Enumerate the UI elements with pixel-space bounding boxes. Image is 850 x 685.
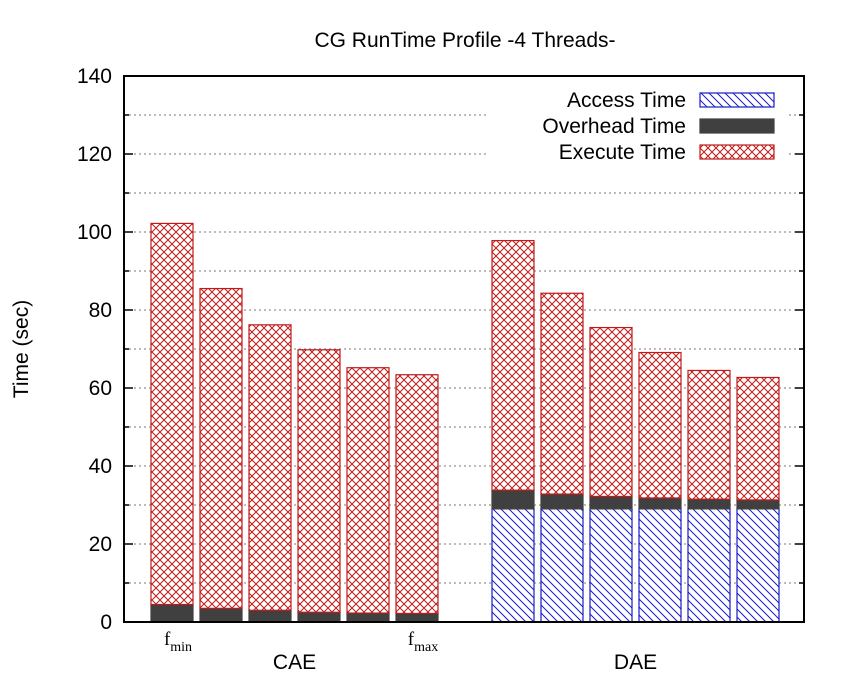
legend-swatch-execute — [699, 144, 775, 160]
bar-dae-access-3 — [589, 508, 633, 623]
legend-swatch-access — [699, 92, 775, 108]
group-labels: CAE fmin fmax DAE — [164, 629, 657, 674]
bar-cae-overhead-4 — [297, 611, 341, 623]
y-tick-label: 80 — [89, 299, 112, 322]
group-label-cae: CAE — [273, 651, 316, 674]
legend-swatch-overhead — [699, 118, 775, 134]
y-tick-label: 40 — [89, 455, 112, 478]
bar-dae-access-6 — [736, 508, 780, 623]
y-tick-label: 120 — [77, 143, 112, 166]
bar-dae-access-5 — [687, 508, 731, 623]
bar-dae-overhead-1 — [491, 489, 535, 510]
y-tick-label: 60 — [89, 377, 112, 400]
bar-cae-overhead-6 — [395, 612, 439, 623]
legend: Access Time Overhead Time Execute Time — [486, 86, 786, 166]
y-tick-labels: 0 20 40 60 80 100 120 140 — [77, 65, 112, 634]
bar-cae-execute-6 — [395, 374, 439, 615]
legend-label-access: Access Time — [567, 89, 686, 112]
y-tick-label: 0 — [100, 611, 112, 634]
bar-dae-execute-2 — [540, 292, 584, 495]
bar-dae-access-2 — [540, 508, 584, 623]
bar-cae-overhead-2 — [199, 607, 243, 623]
bar-label-last: fmax — [408, 629, 438, 655]
bar-dae-overhead-4 — [638, 497, 682, 510]
bar-dae-access-1 — [491, 508, 535, 623]
group-label-dae: DAE — [614, 651, 657, 674]
bar-cae-execute-2 — [199, 287, 243, 609]
bar-dae-access-4 — [638, 508, 682, 623]
y-tick-label: 100 — [77, 221, 112, 244]
bar-dae-execute-1 — [491, 239, 535, 491]
legend-label-overhead: Overhead Time — [542, 115, 686, 138]
bar-cae-execute-5 — [346, 367, 390, 614]
y-axis-label: Time (sec) — [10, 300, 33, 398]
y-tick-label: 140 — [77, 65, 112, 88]
bar-cae-overhead-1 — [150, 603, 194, 623]
chart-title: CG RunTime Profile -4 Threads- — [314, 29, 615, 52]
y-tick-label: 20 — [89, 533, 112, 556]
bar-cae-overhead-5 — [346, 612, 390, 623]
bar-dae-overhead-3 — [589, 495, 633, 510]
bar-cae-execute-4 — [297, 349, 341, 613]
bar-dae-overhead-5 — [687, 498, 731, 510]
bar-cae-overhead-3 — [248, 609, 292, 623]
bar-cae-execute-1 — [150, 222, 194, 606]
bars — [150, 222, 780, 623]
bar-label-first: fmin — [164, 629, 192, 655]
axis-ticks — [124, 75, 804, 623]
bar-dae-execute-4 — [638, 351, 682, 499]
bar-cae-execute-3 — [248, 324, 292, 611]
bar-dae-execute-6 — [736, 376, 780, 501]
legend-label-execute: Execute Time — [559, 141, 686, 164]
bar-dae-overhead-2 — [540, 493, 584, 510]
bar-dae-execute-5 — [687, 369, 731, 500]
bar-dae-execute-3 — [589, 326, 633, 498]
bar-dae-overhead-6 — [736, 499, 780, 510]
